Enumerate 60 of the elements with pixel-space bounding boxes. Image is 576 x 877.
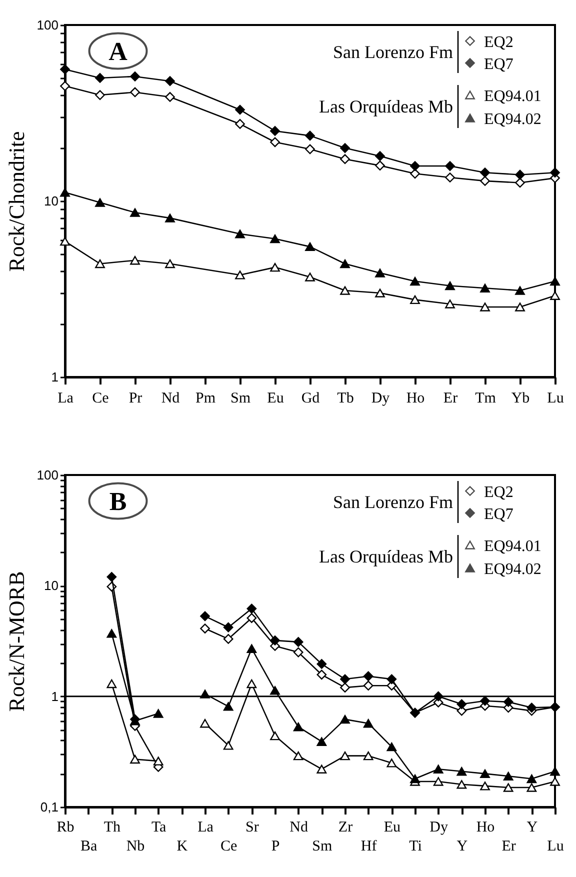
- annotation: A: [108, 37, 128, 66]
- x-tick-label: La: [198, 820, 214, 836]
- x-tick-label: Yb: [511, 390, 530, 406]
- x-tick-label: Y: [526, 820, 538, 836]
- y-axis-title: Rock/N-MORB: [4, 571, 29, 712]
- x-tick-label: Nd: [161, 390, 180, 406]
- x-tick-label: Ta: [151, 820, 167, 836]
- x-tick-label: Lu: [547, 390, 564, 406]
- x-tick-label: Ce: [220, 838, 238, 854]
- x-tick-label: La: [58, 390, 74, 406]
- y-tick-label: 10: [44, 578, 58, 594]
- x-tick-label: Ce: [92, 390, 110, 406]
- legend-label: EQ94.02: [484, 561, 542, 578]
- legend-label: EQ2: [484, 34, 514, 51]
- x-tick-label: K: [176, 838, 188, 854]
- x-tick-label: Dy: [430, 820, 448, 836]
- x-tick-label: Ho: [476, 820, 495, 836]
- x-tick-label: Pr: [128, 390, 142, 406]
- y-axis-title: Rock/Chondrite: [4, 131, 29, 272]
- annotation: San Lorenzo Fm: [333, 492, 453, 512]
- x-tick-label: Nb: [126, 838, 145, 854]
- x-tick-label: Zr: [338, 820, 353, 836]
- y-tick-label: 1: [51, 688, 58, 704]
- x-tick-label: Lu: [547, 838, 564, 854]
- y-tick-label: 100: [36, 468, 58, 482]
- y-tick-label: 10: [44, 194, 58, 208]
- x-tick-label: Ho: [406, 390, 425, 406]
- x-tick-label: Eu: [267, 390, 284, 406]
- x-tick-label: Gd: [301, 390, 320, 406]
- x-tick-label: Y: [456, 838, 468, 854]
- x-tick-label: Ti: [409, 838, 422, 854]
- x-tick-label: Pm: [195, 390, 216, 406]
- x-tick-label: Dy: [371, 390, 390, 406]
- legend-label: EQ94.01: [484, 88, 542, 105]
- legend-label: EQ7: [484, 56, 514, 73]
- x-tick-label: Sm: [312, 838, 332, 854]
- x-tick-label: P: [271, 838, 280, 854]
- x-tick-label: Rb: [56, 820, 74, 836]
- x-tick-label: Hf: [360, 838, 377, 854]
- x-tick-label: Nd: [290, 820, 308, 836]
- x-tick-label: Tm: [475, 390, 496, 406]
- x-tick-label: Eu: [384, 820, 401, 836]
- x-tick-label: Tb: [337, 390, 354, 406]
- y-tick-label: 100: [36, 18, 58, 32]
- y-tick-label: 1: [51, 370, 58, 384]
- x-tick-label: Th: [104, 820, 121, 836]
- x-tick-label: Sr: [245, 820, 259, 836]
- x-tick-label: Er: [443, 390, 458, 406]
- x-tick-label: Er: [502, 838, 516, 854]
- x-tick-label: Sm: [230, 390, 251, 406]
- x-tick-label: Ba: [80, 838, 98, 854]
- annotation: Las Orquídeas Mb: [319, 96, 453, 116]
- legend-label: EQ7: [484, 506, 514, 523]
- legend-label: EQ94.01: [484, 538, 542, 555]
- legend-label: EQ94.02: [484, 111, 542, 128]
- legend-label: EQ2: [484, 484, 514, 501]
- y-tick-label: 0,1: [40, 800, 58, 814]
- annotation: B: [109, 487, 127, 516]
- annotation: Las Orquídeas Mb: [319, 546, 453, 566]
- annotation: San Lorenzo Fm: [333, 42, 453, 62]
